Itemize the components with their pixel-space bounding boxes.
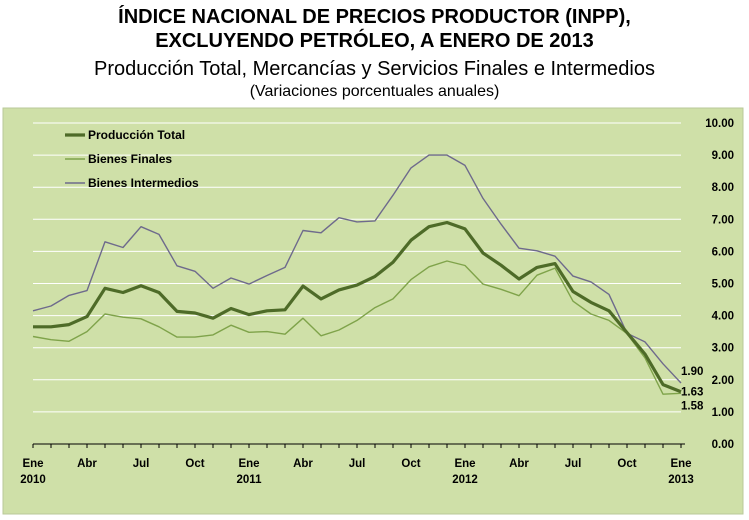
end-value-label: 1.90: [681, 366, 703, 378]
y-tick-label: 3.00: [712, 343, 734, 355]
y-tick-label: 5.00: [712, 279, 734, 291]
y-tick-label: 0.00: [712, 439, 734, 451]
series-lines: [32, 154, 682, 395]
x-tick-month: Ene: [22, 458, 43, 470]
x-tick-month: Jul: [133, 458, 150, 470]
legend-label: Producción Total: [88, 128, 185, 142]
y-tick-label: 6.00: [712, 246, 734, 258]
end-value-labels: 1.90 1.631.58: [681, 366, 704, 412]
x-tick-month: Abr: [77, 458, 97, 470]
x-tick-year: 2010: [20, 474, 46, 486]
y-tick-label: 1.00: [712, 407, 734, 419]
x-tick-month: Ene: [454, 458, 475, 470]
y-tick-label: 9.00: [712, 150, 734, 162]
y-tick-label: 2.00: [712, 375, 734, 387]
end-value-label: 1.63: [681, 387, 703, 399]
legend-label: Bienes Finales: [88, 152, 172, 166]
series-line-1: [32, 260, 682, 395]
x-tick-month: Oct: [617, 458, 636, 470]
x-tick-year: 2013: [668, 474, 694, 486]
chart-subtitle-units: (Variaciones porcentuales anuales): [249, 83, 500, 100]
end-value-label: 1.58: [681, 400, 704, 412]
x-tick-month: Abr: [509, 458, 529, 470]
x-tick-year: 2011: [237, 474, 263, 486]
legend-label: Bienes Intermedios: [88, 176, 199, 190]
y-axis-ticks: 0.00 1.00 2.00 3.00 4.00 5.00 6.00 7.00 8.00 9.00…: [705, 118, 734, 451]
legend: Producción Total Bienes Finales Bienes Int…: [65, 128, 199, 190]
x-axis-ticks: Ene 2010 Abr Jul Oct Ene 2011 Abr Jul Oct Ene 2012 A…: [20, 444, 694, 486]
x-tick-month: Jul: [565, 458, 582, 470]
x-tick-month: Oct: [185, 458, 204, 470]
y-tick-label: 4.00: [712, 311, 734, 323]
x-tick-month: Ene: [670, 458, 691, 470]
y-tick-label: 8.00: [712, 182, 734, 194]
x-tick-month: Jul: [349, 458, 366, 470]
x-tick-month: Ene: [238, 458, 259, 470]
chart-title-line-2: EXCLUYENDO PETRÓLEO, A ENERO DE 2013: [155, 30, 594, 52]
chart-subtitle: Producción Total, Mercancías y Servicios…: [94, 58, 655, 80]
series-line-2: [32, 154, 682, 384]
y-tick-label: 7.00: [712, 214, 734, 226]
x-tick-month: Oct: [401, 458, 420, 470]
chart-title-line-1: ÍNDICE NACIONAL DE PRECIOS PRODUCTOR (IN…: [118, 6, 631, 28]
series-line-0: [33, 220, 682, 394]
y-tick-label: 10.00: [705, 118, 734, 130]
x-tick-year: 2012: [452, 474, 478, 486]
x-tick-month: Abr: [293, 458, 313, 470]
plot-area: [2, 107, 744, 515]
